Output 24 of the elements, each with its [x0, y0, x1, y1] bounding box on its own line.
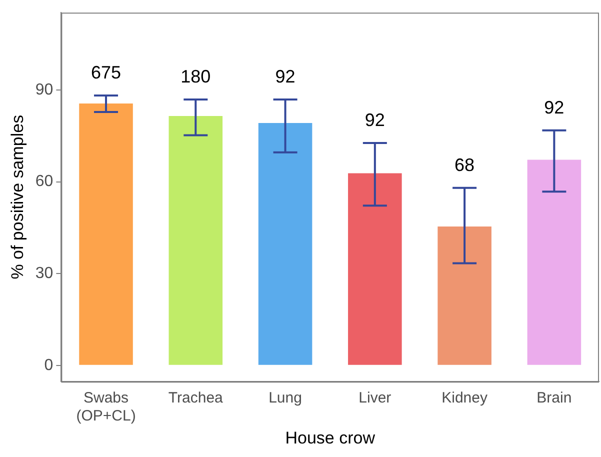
annotation: 92: [275, 66, 296, 86]
annotation: 92: [364, 110, 385, 130]
annotation: 180: [180, 66, 211, 86]
x-tick-label: Brain: [536, 390, 572, 407]
y-tick-label: 0: [44, 356, 54, 374]
bar: [258, 123, 312, 365]
bar: [527, 160, 582, 365]
x-axis-title: House crow: [285, 428, 376, 448]
y-tick-label: 30: [35, 265, 54, 282]
y-axis-title: % of positive samples: [8, 114, 27, 280]
bar: [348, 173, 402, 365]
annotation: 68: [454, 154, 475, 175]
bar: [79, 103, 133, 365]
annotation: 675: [90, 62, 122, 82]
x-tick-label: Kidney: [442, 390, 488, 407]
x-tick-label: Lung: [268, 390, 302, 407]
bar: [438, 226, 492, 365]
y-tick-label: 90: [35, 81, 54, 98]
bar: [168, 116, 223, 365]
x-tick-label: Swabs (OP+CL): [76, 390, 136, 425]
x-tick-label: Trachea: [168, 390, 224, 407]
annotation: 92: [544, 97, 564, 118]
x-tick-label: Liver: [358, 390, 392, 407]
y-tick-label: 60: [35, 173, 54, 190]
